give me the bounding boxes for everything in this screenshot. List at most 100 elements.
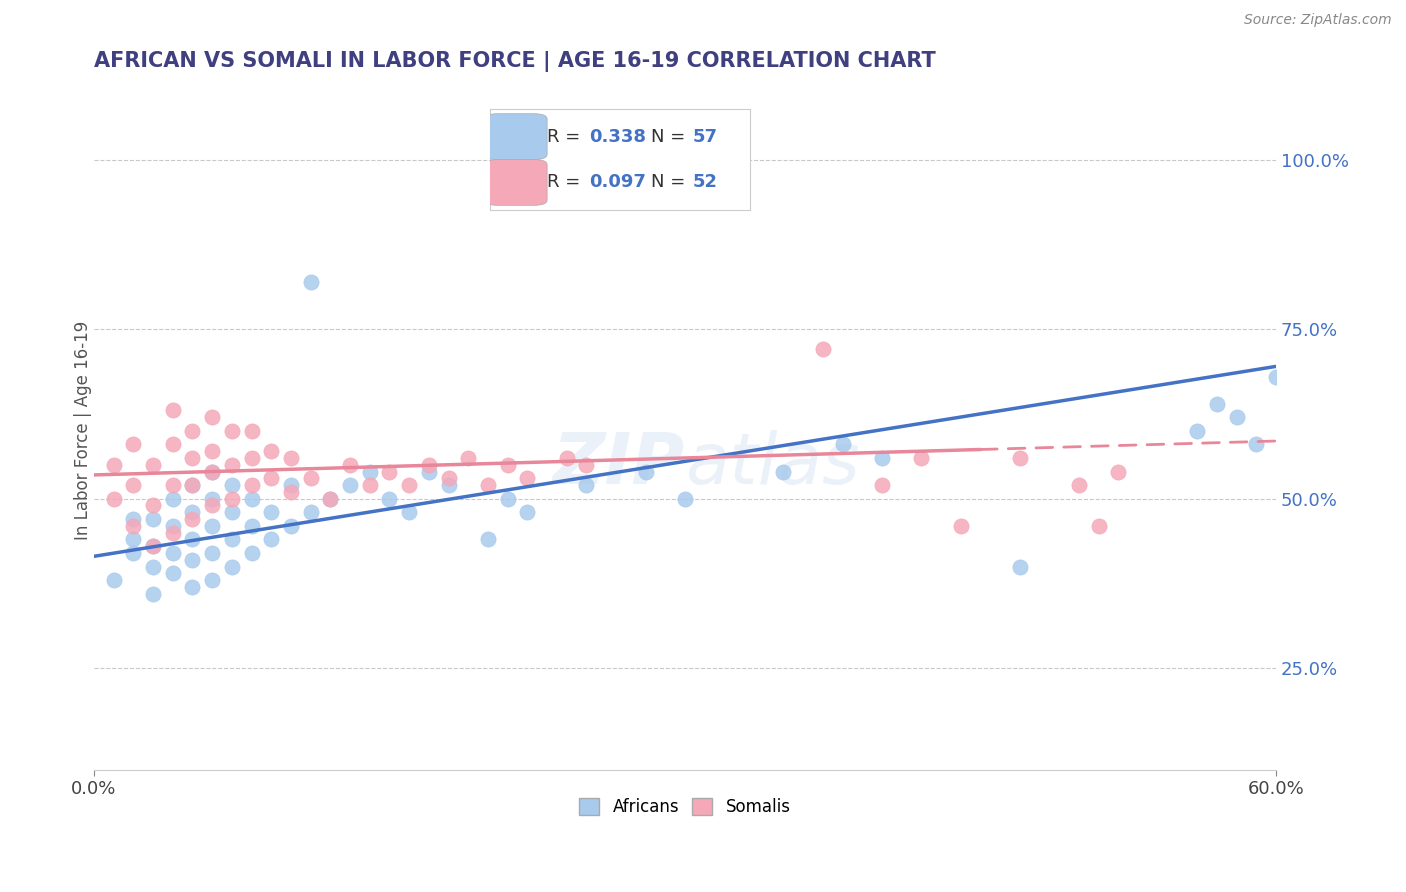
Point: [122, 478, 145, 492]
Point: [142, 512, 165, 526]
Point: [142, 458, 165, 472]
Point: [201, 491, 224, 506]
Point: [378, 491, 401, 506]
Point: [1087, 518, 1109, 533]
Point: [280, 478, 302, 492]
Point: [1185, 424, 1208, 438]
Point: [201, 573, 224, 587]
Point: [162, 566, 184, 581]
Point: [280, 450, 302, 465]
Point: [240, 450, 263, 465]
Point: [240, 546, 263, 560]
Point: [181, 450, 204, 465]
Point: [240, 478, 263, 492]
Point: [359, 478, 381, 492]
Point: [1008, 450, 1031, 465]
Point: [162, 491, 184, 506]
Point: [1107, 465, 1129, 479]
Point: [772, 465, 794, 479]
Point: [575, 458, 598, 472]
Point: [575, 478, 598, 492]
Point: [240, 518, 263, 533]
Point: [1225, 410, 1247, 425]
Point: [221, 424, 243, 438]
Point: [398, 505, 420, 519]
Point: [181, 552, 204, 566]
Point: [142, 587, 165, 601]
Text: atlas: atlas: [685, 430, 859, 500]
Point: [378, 465, 401, 479]
Point: [181, 424, 204, 438]
Point: [1067, 478, 1090, 492]
Point: [181, 478, 204, 492]
Point: [1008, 559, 1031, 574]
Point: [162, 437, 184, 451]
Point: [437, 478, 460, 492]
Point: [870, 450, 893, 465]
Point: [673, 491, 696, 506]
Point: [201, 465, 224, 479]
Point: [319, 491, 342, 506]
Point: [122, 546, 145, 560]
Point: [949, 518, 972, 533]
Point: [359, 465, 381, 479]
Point: [122, 512, 145, 526]
Point: [103, 573, 125, 587]
Point: [221, 505, 243, 519]
Point: [201, 444, 224, 458]
Point: [555, 450, 578, 465]
Point: [477, 478, 499, 492]
Point: [496, 458, 519, 472]
Point: [299, 275, 322, 289]
Point: [260, 505, 283, 519]
Point: [201, 518, 224, 533]
Point: [162, 518, 184, 533]
Point: [910, 450, 932, 465]
Point: [162, 546, 184, 560]
Point: [122, 518, 145, 533]
Text: Source: ZipAtlas.com: Source: ZipAtlas.com: [1244, 13, 1392, 28]
Text: AFRICAN VS SOMALI IN LABOR FORCE | AGE 16-19 CORRELATION CHART: AFRICAN VS SOMALI IN LABOR FORCE | AGE 1…: [94, 51, 935, 71]
Point: [181, 512, 204, 526]
Point: [201, 465, 224, 479]
Point: [457, 450, 479, 465]
Point: [831, 437, 853, 451]
Point: [201, 410, 224, 425]
Point: [339, 458, 361, 472]
Point: [103, 458, 125, 472]
Point: [260, 444, 283, 458]
Point: [221, 559, 243, 574]
Point: [122, 533, 145, 547]
Point: [162, 478, 184, 492]
Point: [221, 458, 243, 472]
Point: [142, 539, 165, 553]
Point: [221, 478, 243, 492]
Point: [201, 499, 224, 513]
Point: [181, 533, 204, 547]
Point: [280, 484, 302, 499]
Text: ZIP: ZIP: [553, 430, 685, 500]
Point: [418, 465, 440, 479]
Point: [181, 580, 204, 594]
Point: [319, 491, 342, 506]
Point: [299, 471, 322, 485]
Point: [260, 471, 283, 485]
Point: [221, 491, 243, 506]
Point: [142, 499, 165, 513]
Point: [1265, 369, 1288, 384]
Point: [201, 546, 224, 560]
Point: [280, 518, 302, 533]
Point: [142, 539, 165, 553]
Point: [221, 533, 243, 547]
Point: [496, 491, 519, 506]
Point: [870, 478, 893, 492]
Point: [181, 478, 204, 492]
Point: [1244, 437, 1267, 451]
Point: [516, 505, 538, 519]
Point: [634, 465, 657, 479]
Point: [477, 533, 499, 547]
Point: [181, 505, 204, 519]
Legend: Africans, Somalis: Africans, Somalis: [572, 791, 797, 822]
Point: [418, 458, 440, 472]
Point: [516, 471, 538, 485]
